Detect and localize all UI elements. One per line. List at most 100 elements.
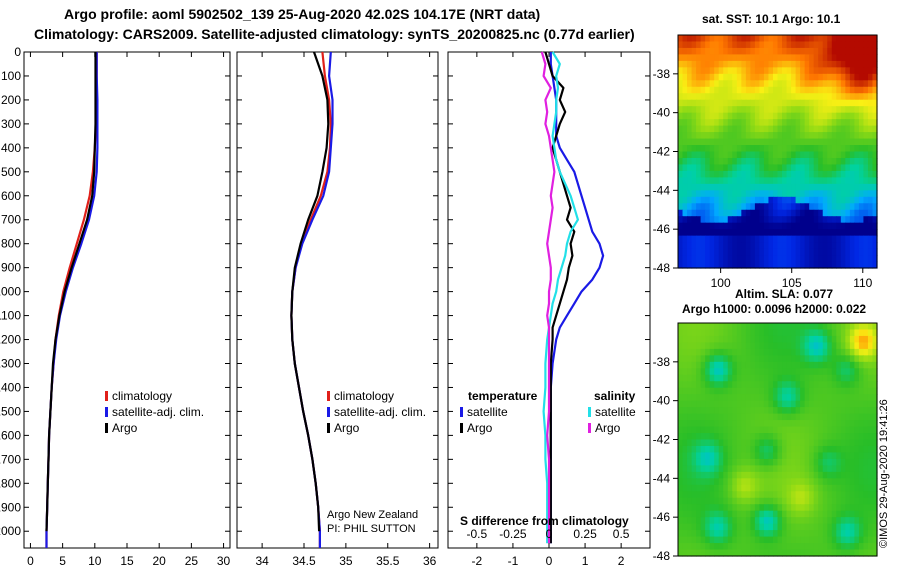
- sst-map-cell: [786, 170, 792, 178]
- sst-map-cell: [872, 183, 878, 191]
- sst-map-cell: [818, 35, 824, 43]
- sst-map-cell: [827, 73, 833, 81]
- sst-map-cell: [696, 73, 702, 81]
- sla-map-cell: [736, 458, 742, 466]
- sla-map-cell: [723, 458, 729, 466]
- sla-map-cell: [763, 348, 770, 356]
- sla-map-cell: [858, 355, 865, 363]
- sst-map-cell: [678, 67, 684, 75]
- sla-map-cell: [840, 335, 846, 344]
- sst-map-cell: [836, 138, 842, 146]
- sst-map-cell: [809, 60, 815, 68]
- sla-map-cell: [687, 517, 693, 525]
- sst-map-cell: [754, 216, 761, 224]
- sst-map-cell: [849, 106, 855, 114]
- sst-map-cell: [727, 35, 733, 43]
- sst-map-cell: [714, 112, 720, 120]
- sst-map-cell: [678, 216, 684, 224]
- sla-map-cell: [867, 381, 874, 389]
- sla-map-cell: [772, 478, 779, 486]
- sst-map-cell: [745, 60, 751, 68]
- sst-map-cell: [863, 80, 869, 88]
- sst-map-cell: [754, 54, 761, 62]
- sla-map-cell: [836, 420, 842, 428]
- sst-map-cell: [786, 112, 792, 120]
- sla-map-cell: [854, 504, 860, 512]
- sla-map-cell: [772, 407, 779, 415]
- sst-map-cell: [800, 86, 806, 94]
- sla-map-cell: [714, 452, 720, 460]
- sst-map-cell: [736, 216, 742, 224]
- sla-map-cell: [804, 484, 810, 492]
- sla-map-cell: [723, 433, 729, 441]
- sla-map-cell: [867, 445, 874, 454]
- sla-map-cell: [863, 361, 869, 369]
- sst-map-cell: [786, 261, 792, 269]
- sst-map-cell: [727, 138, 733, 146]
- sla-map-cell: [845, 394, 851, 402]
- sla-map-cell: [786, 394, 792, 402]
- sla-map-cell: [691, 517, 697, 525]
- sst-map-cell: [705, 125, 711, 133]
- panel-1-legend-1-label: satellite-adj. clim.: [334, 405, 426, 419]
- sst-map-cell: [867, 138, 874, 146]
- sst-map-cell: [809, 138, 815, 146]
- sst-map-cell: [696, 216, 702, 224]
- sst-map-cell: [867, 145, 874, 153]
- sla-map-cell: [700, 543, 706, 551]
- sst-map-cell: [827, 203, 833, 211]
- sla-map-cell: [750, 478, 756, 486]
- sla-map-cell: [678, 407, 684, 415]
- sla-map-cell: [795, 517, 801, 525]
- sla-map-cell: [727, 381, 733, 389]
- sst-map-cell: [745, 222, 751, 230]
- sla-map-cell: [867, 342, 874, 350]
- sla-map-cell: [763, 433, 770, 441]
- sla-map-cell: [800, 413, 806, 421]
- sst-map-cell: [867, 203, 874, 211]
- sst-map-cell: [800, 60, 806, 68]
- sst-map-cell: [782, 41, 788, 49]
- sla-map-cell: [727, 510, 733, 518]
- sst-map-cell: [831, 242, 837, 250]
- sst-map-cell: [759, 125, 765, 133]
- sst-map-cell: [736, 242, 742, 250]
- sla-map-cell: [849, 543, 855, 551]
- sla-map-cell: [696, 394, 702, 402]
- sst-map-cell: [800, 248, 806, 256]
- sla-map-cell: [772, 465, 779, 473]
- sst-map-cell: [772, 170, 779, 178]
- sla-map-cell: [804, 342, 810, 350]
- sla-map-cell: [700, 517, 706, 525]
- secondary-xtick-label: 0: [546, 527, 553, 541]
- panel-0-xtick-label: 0: [27, 554, 34, 568]
- sst-map-cell: [858, 209, 865, 217]
- sst-map-cell: [863, 209, 869, 217]
- sst-map-cell: [818, 157, 824, 166]
- sst-map-cell: [736, 99, 742, 107]
- sla-map-cell: [786, 400, 792, 408]
- sla-map-cell: [732, 348, 738, 356]
- sst-map-cell: [732, 235, 738, 243]
- sst-map-cell: [782, 145, 788, 153]
- sst-map-cell: [732, 106, 738, 114]
- sst-map-cell: [818, 203, 824, 211]
- sla-map-cell: [822, 323, 828, 331]
- sla-map-cell: [741, 355, 747, 363]
- sst-map-cell: [827, 106, 833, 114]
- sla-map-cell: [705, 478, 711, 486]
- sla-map-cell: [754, 445, 761, 454]
- sla-map-cell: [858, 368, 865, 376]
- sla-map-cell: [831, 497, 837, 505]
- sst-map-cell: [872, 170, 878, 178]
- sla-map-cell: [782, 517, 788, 525]
- sla-map-cell: [759, 355, 765, 363]
- sla-map-cell: [831, 471, 837, 479]
- depth-tick-label: 500: [1, 165, 21, 179]
- sst-map-cell: [736, 106, 742, 114]
- sst-map-cell: [831, 164, 837, 172]
- sst-map-cell: [754, 112, 761, 120]
- sst-map-cell: [786, 235, 792, 243]
- sla-map-cell: [867, 471, 874, 479]
- sst-map-cell: [718, 86, 724, 94]
